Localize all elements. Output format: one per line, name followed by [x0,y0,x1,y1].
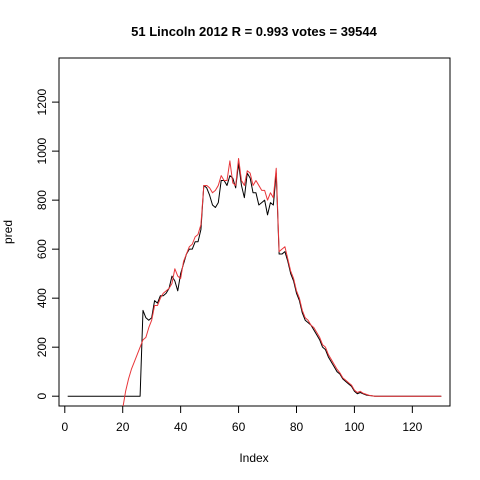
x-tick-label: 80 [290,420,304,434]
x-tick-label: 120 [402,420,422,434]
y-axis-label: pred [1,220,15,244]
y-axis-ticks: 0 200 400 600 800 1000 1200 [35,88,59,400]
x-tick-label: 20 [116,420,130,434]
y-tick-label: 1200 [35,88,49,115]
x-tick-label: 40 [174,420,188,434]
plot-frame [58,57,451,407]
series-line-1 [67,162,442,397]
x-tick-label: 100 [344,420,364,434]
y-tick-label: 200 [35,337,49,357]
y-tick-label: 0 [35,393,49,400]
series-line-2 [122,157,442,406]
series-layer [67,157,442,406]
y-tick-label: 1000 [35,137,49,164]
x-axis-label: Index [239,451,268,465]
chart-title: 51 Lincoln 2012 R = 0.993 votes = 39544 [131,24,377,39]
x-axis-ticks: 0 20 40 60 80 100 120 [61,406,423,434]
y-tick-label: 800 [35,190,49,210]
x-tick-label: 0 [61,420,68,434]
y-tick-label: 400 [35,288,49,308]
y-tick-label: 600 [35,239,49,259]
x-tick-label: 60 [232,420,246,434]
